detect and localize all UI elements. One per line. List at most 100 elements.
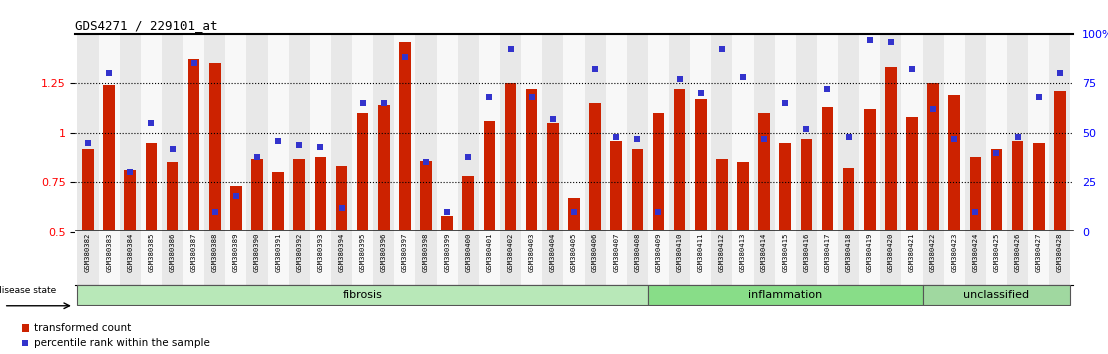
Bar [352,230,373,285]
Bar [1049,230,1070,285]
Bar [817,34,838,232]
Bar [78,34,99,232]
Bar [965,230,986,285]
Bar [711,34,732,232]
Text: GSM380383: GSM380383 [106,233,112,272]
Text: GSM380385: GSM380385 [148,233,154,272]
Bar [209,63,220,232]
Bar [162,230,183,285]
Bar [230,186,242,232]
Text: GSM380382: GSM380382 [85,233,91,272]
Bar [885,67,896,232]
Bar [336,166,347,232]
Bar [801,139,812,232]
Bar [817,230,838,285]
Text: GSM380423: GSM380423 [952,233,957,272]
Text: GSM380403: GSM380403 [529,233,535,272]
Bar [394,34,416,232]
Text: GSM380425: GSM380425 [994,233,999,272]
Bar [737,162,749,232]
Bar [669,34,690,232]
Bar [315,156,326,232]
Text: GSM380407: GSM380407 [613,233,619,272]
Text: GSM380422: GSM380422 [930,233,936,272]
Bar [732,34,753,232]
Bar [585,230,606,285]
Text: GSM380409: GSM380409 [656,233,661,272]
Bar [246,34,268,232]
Text: GSM380386: GSM380386 [170,233,175,272]
Bar [774,34,796,232]
Text: GSM380408: GSM380408 [634,233,640,272]
Bar [585,34,606,232]
Bar [563,230,585,285]
Text: GSM380401: GSM380401 [486,233,492,272]
Bar [416,34,437,232]
Text: GSM380414: GSM380414 [761,233,767,272]
Bar [648,230,669,285]
Bar [458,230,479,285]
Text: GSM380397: GSM380397 [402,233,408,272]
Bar [225,230,246,285]
Bar [632,149,643,232]
Bar [944,34,965,232]
Text: GSM380394: GSM380394 [339,233,345,272]
Bar [774,230,796,285]
Text: GSM380405: GSM380405 [571,233,577,272]
Bar [542,34,563,232]
Bar [500,230,521,285]
Text: GSM380391: GSM380391 [275,233,281,272]
Bar [183,34,204,232]
Bar [420,160,432,232]
Text: GSM380417: GSM380417 [824,233,831,272]
Bar [563,34,585,232]
Text: GSM380420: GSM380420 [888,233,894,272]
Bar [289,230,310,285]
Bar [273,172,284,232]
Bar [458,34,479,232]
Text: GSM380404: GSM380404 [550,233,556,272]
Bar [944,230,965,285]
Bar [103,85,115,232]
Bar [716,159,728,232]
Bar [648,34,669,232]
Bar [906,117,917,232]
Text: GSM380402: GSM380402 [507,233,514,272]
Bar [753,230,774,285]
Bar [352,34,373,232]
Bar [331,230,352,285]
Text: GSM380419: GSM380419 [866,233,873,272]
Bar [859,230,880,285]
Bar [674,89,686,232]
Text: GSM380427: GSM380427 [1036,233,1042,272]
Bar [479,34,500,232]
Text: GSM380389: GSM380389 [233,233,239,272]
Text: GSM380393: GSM380393 [317,233,324,272]
Bar [880,34,902,232]
Bar [521,34,542,232]
Text: unclassified: unclassified [964,290,1029,300]
Text: GSM380418: GSM380418 [845,233,852,272]
Text: transformed count: transformed count [34,322,132,332]
Bar [880,230,902,285]
Bar [310,230,331,285]
Bar [289,34,310,232]
Bar [483,121,495,232]
Bar [357,113,369,232]
Text: GSM380392: GSM380392 [296,233,302,272]
Bar [589,103,601,232]
Bar [500,34,521,232]
Bar [310,34,331,232]
Text: GSM380396: GSM380396 [381,233,387,272]
Text: GSM380424: GSM380424 [973,233,978,272]
Text: GSM380416: GSM380416 [803,233,809,272]
Bar [547,123,558,232]
Text: GSM380428: GSM380428 [1057,233,1063,272]
Bar [948,95,960,232]
Bar [399,41,411,232]
Bar [78,230,99,285]
Bar [268,34,289,232]
Text: GSM380406: GSM380406 [592,233,598,272]
Bar [526,89,537,232]
Bar [188,59,199,232]
